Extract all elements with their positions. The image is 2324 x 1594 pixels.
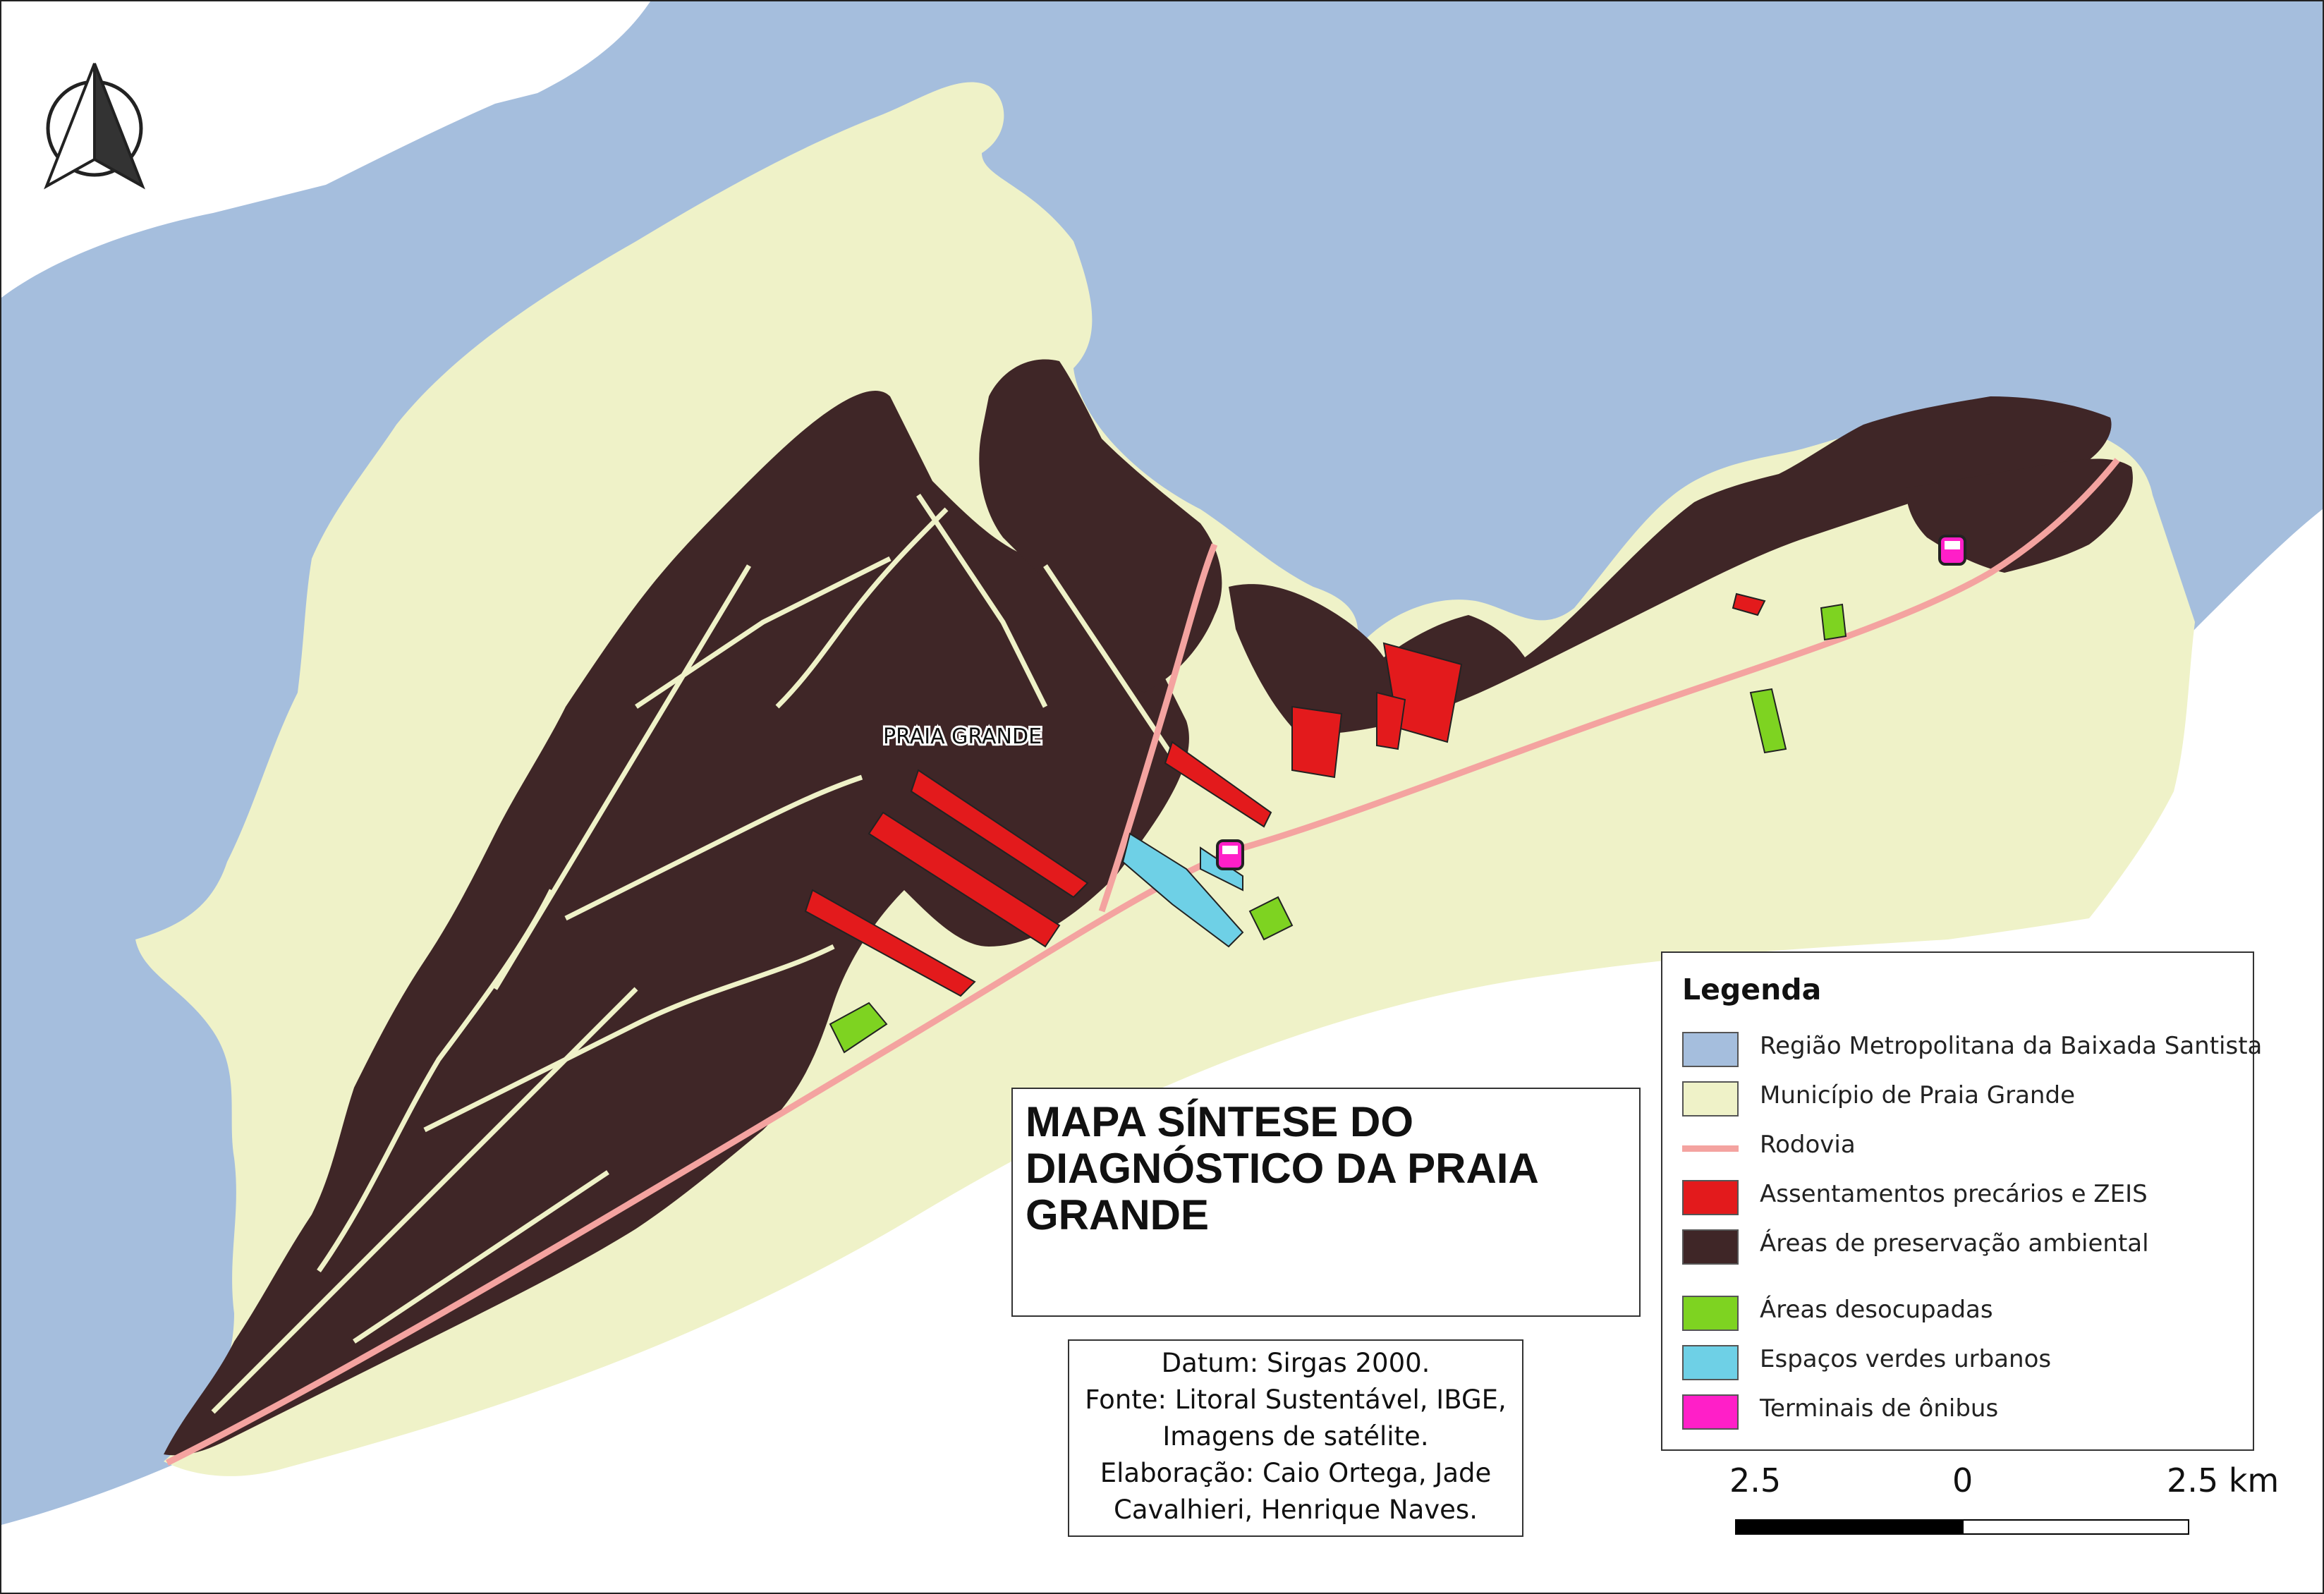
highway-branch	[1098, 543, 1218, 913]
settlements	[804, 592, 1766, 997]
vacant-area	[1248, 896, 1294, 941]
credit-authors-cont: Cavalhieri, Henrique Naves.	[1114, 1495, 1478, 1525]
city-label: PRAIA GRANDE	[883, 724, 1042, 749]
scale-label-right: 2.5 km	[2167, 1461, 2280, 1499]
credit-datum: Datum: Sirgas 2000.	[1161, 1348, 1430, 1378]
legend-item: Áreas de preservação ambiental	[1682, 1225, 2246, 1266]
vacant-area	[829, 1002, 888, 1054]
preservation-area-west	[164, 390, 1189, 1456]
legend-swatch	[1682, 1032, 1739, 1067]
legend-label: Região Metropolitana da Baixada Santista	[1760, 1032, 2263, 1060]
settlement-area	[1164, 741, 1272, 828]
preservation-area-central	[1229, 396, 2112, 735]
map-title: MAPA SÍNTESE DO DIAGNÓSTICO DA PRAIA GRA…	[1026, 1098, 1538, 1239]
trail	[775, 507, 949, 709]
bus-window	[1222, 846, 1238, 854]
legend-item: Áreas desocupadas	[1682, 1291, 2246, 1332]
outside-area-north	[1, 1, 650, 298]
legend-item: Município de Praia Grande	[1682, 1077, 2246, 1118]
legend-item: Região Metropolitana da Baixada Santista	[1682, 1028, 2262, 1069]
vacant-areas	[829, 603, 1847, 1054]
legend-item: Assentamentos precários e ZEIS	[1682, 1176, 2246, 1217]
green-space	[1121, 832, 1244, 948]
legend-item: Espaços verdes urbanos	[1682, 1341, 2246, 1382]
scale-label-left: 2.5	[1729, 1461, 1782, 1499]
legend-swatch	[1682, 1081, 1739, 1117]
settlement-area	[910, 769, 1089, 899]
trail	[492, 564, 752, 990]
legend-title: Legenda	[1682, 973, 1822, 1006]
trail	[423, 944, 835, 1133]
vacant-area	[1749, 688, 1787, 754]
title-box: MAPA SÍNTESE DO DIAGNÓSTICO DA PRAIA GRA…	[1011, 1088, 1641, 1317]
bus-terminals	[1216, 535, 1966, 870]
settlement-area	[1732, 592, 1766, 616]
bus-terminal[interactable]	[1938, 535, 1966, 566]
legend-swatch	[1682, 1394, 1739, 1430]
bus-icon	[1938, 535, 1966, 566]
legend-swatch	[1682, 1180, 1739, 1215]
preservation-areas	[164, 359, 2133, 1456]
legend-label: Rodovia	[1760, 1131, 1856, 1159]
legend-item: Rodovia	[1682, 1126, 2246, 1167]
trails-network	[211, 494, 1174, 1414]
bus-terminal[interactable]	[1216, 839, 1244, 870]
legend-item: Terminais de ônibus	[1682, 1390, 2246, 1431]
credit-authors: Elaboração: Caio Ortega, Jade	[1100, 1458, 1492, 1488]
credit-source-cont: Imagens de satélite.	[1162, 1421, 1429, 1452]
north-arrow-icon	[44, 63, 145, 190]
legend-swatch	[1682, 1229, 1739, 1265]
scale-bar: 2.5 0 2.5 km	[1729, 1461, 2279, 1539]
bus-window	[1945, 541, 1960, 549]
legend-label: Espaços verdes urbanos	[1760, 1345, 2052, 1373]
settlement-area	[804, 889, 976, 997]
legend-line-swatch	[1682, 1145, 1739, 1152]
legend-label: Município de Praia Grande	[1760, 1081, 2075, 1109]
highway	[165, 458, 2120, 1466]
scale-label-zero: 0	[1952, 1461, 1973, 1499]
legend-label: Áreas de preservação ambiental	[1760, 1229, 2149, 1258]
legend-label: Áreas desocupadas	[1760, 1296, 1993, 1324]
settlement-area	[1291, 705, 1343, 779]
credit-source: Fonte: Litoral Sustentável, IBGE,	[1085, 1385, 1507, 1415]
legend-swatch	[1682, 1345, 1739, 1380]
settlement-area	[1376, 691, 1406, 750]
credits-box: Datum: Sirgas 2000. Fonte: Litoral Suste…	[1068, 1339, 1523, 1537]
settlement-area	[868, 811, 1061, 948]
trail	[564, 774, 863, 921]
scale-segment-white	[1962, 1519, 2189, 1535]
trail	[353, 1170, 609, 1344]
legend-box: Legenda Região Metropolitana da Baixada …	[1661, 951, 2262, 1451]
bus-icon	[1216, 839, 1244, 870]
trail	[916, 494, 1048, 708]
scale-segment-black	[1735, 1519, 1962, 1535]
trail	[635, 556, 892, 709]
preservation-area-north	[979, 359, 1222, 693]
north-arrow-right	[93, 63, 145, 190]
legend-label: Terminais de ônibus	[1760, 1394, 1999, 1423]
legend-swatch	[1682, 1296, 1739, 1331]
legend-label: Assentamentos precários e ZEIS	[1760, 1180, 2148, 1208]
vacant-area	[1820, 603, 1847, 641]
